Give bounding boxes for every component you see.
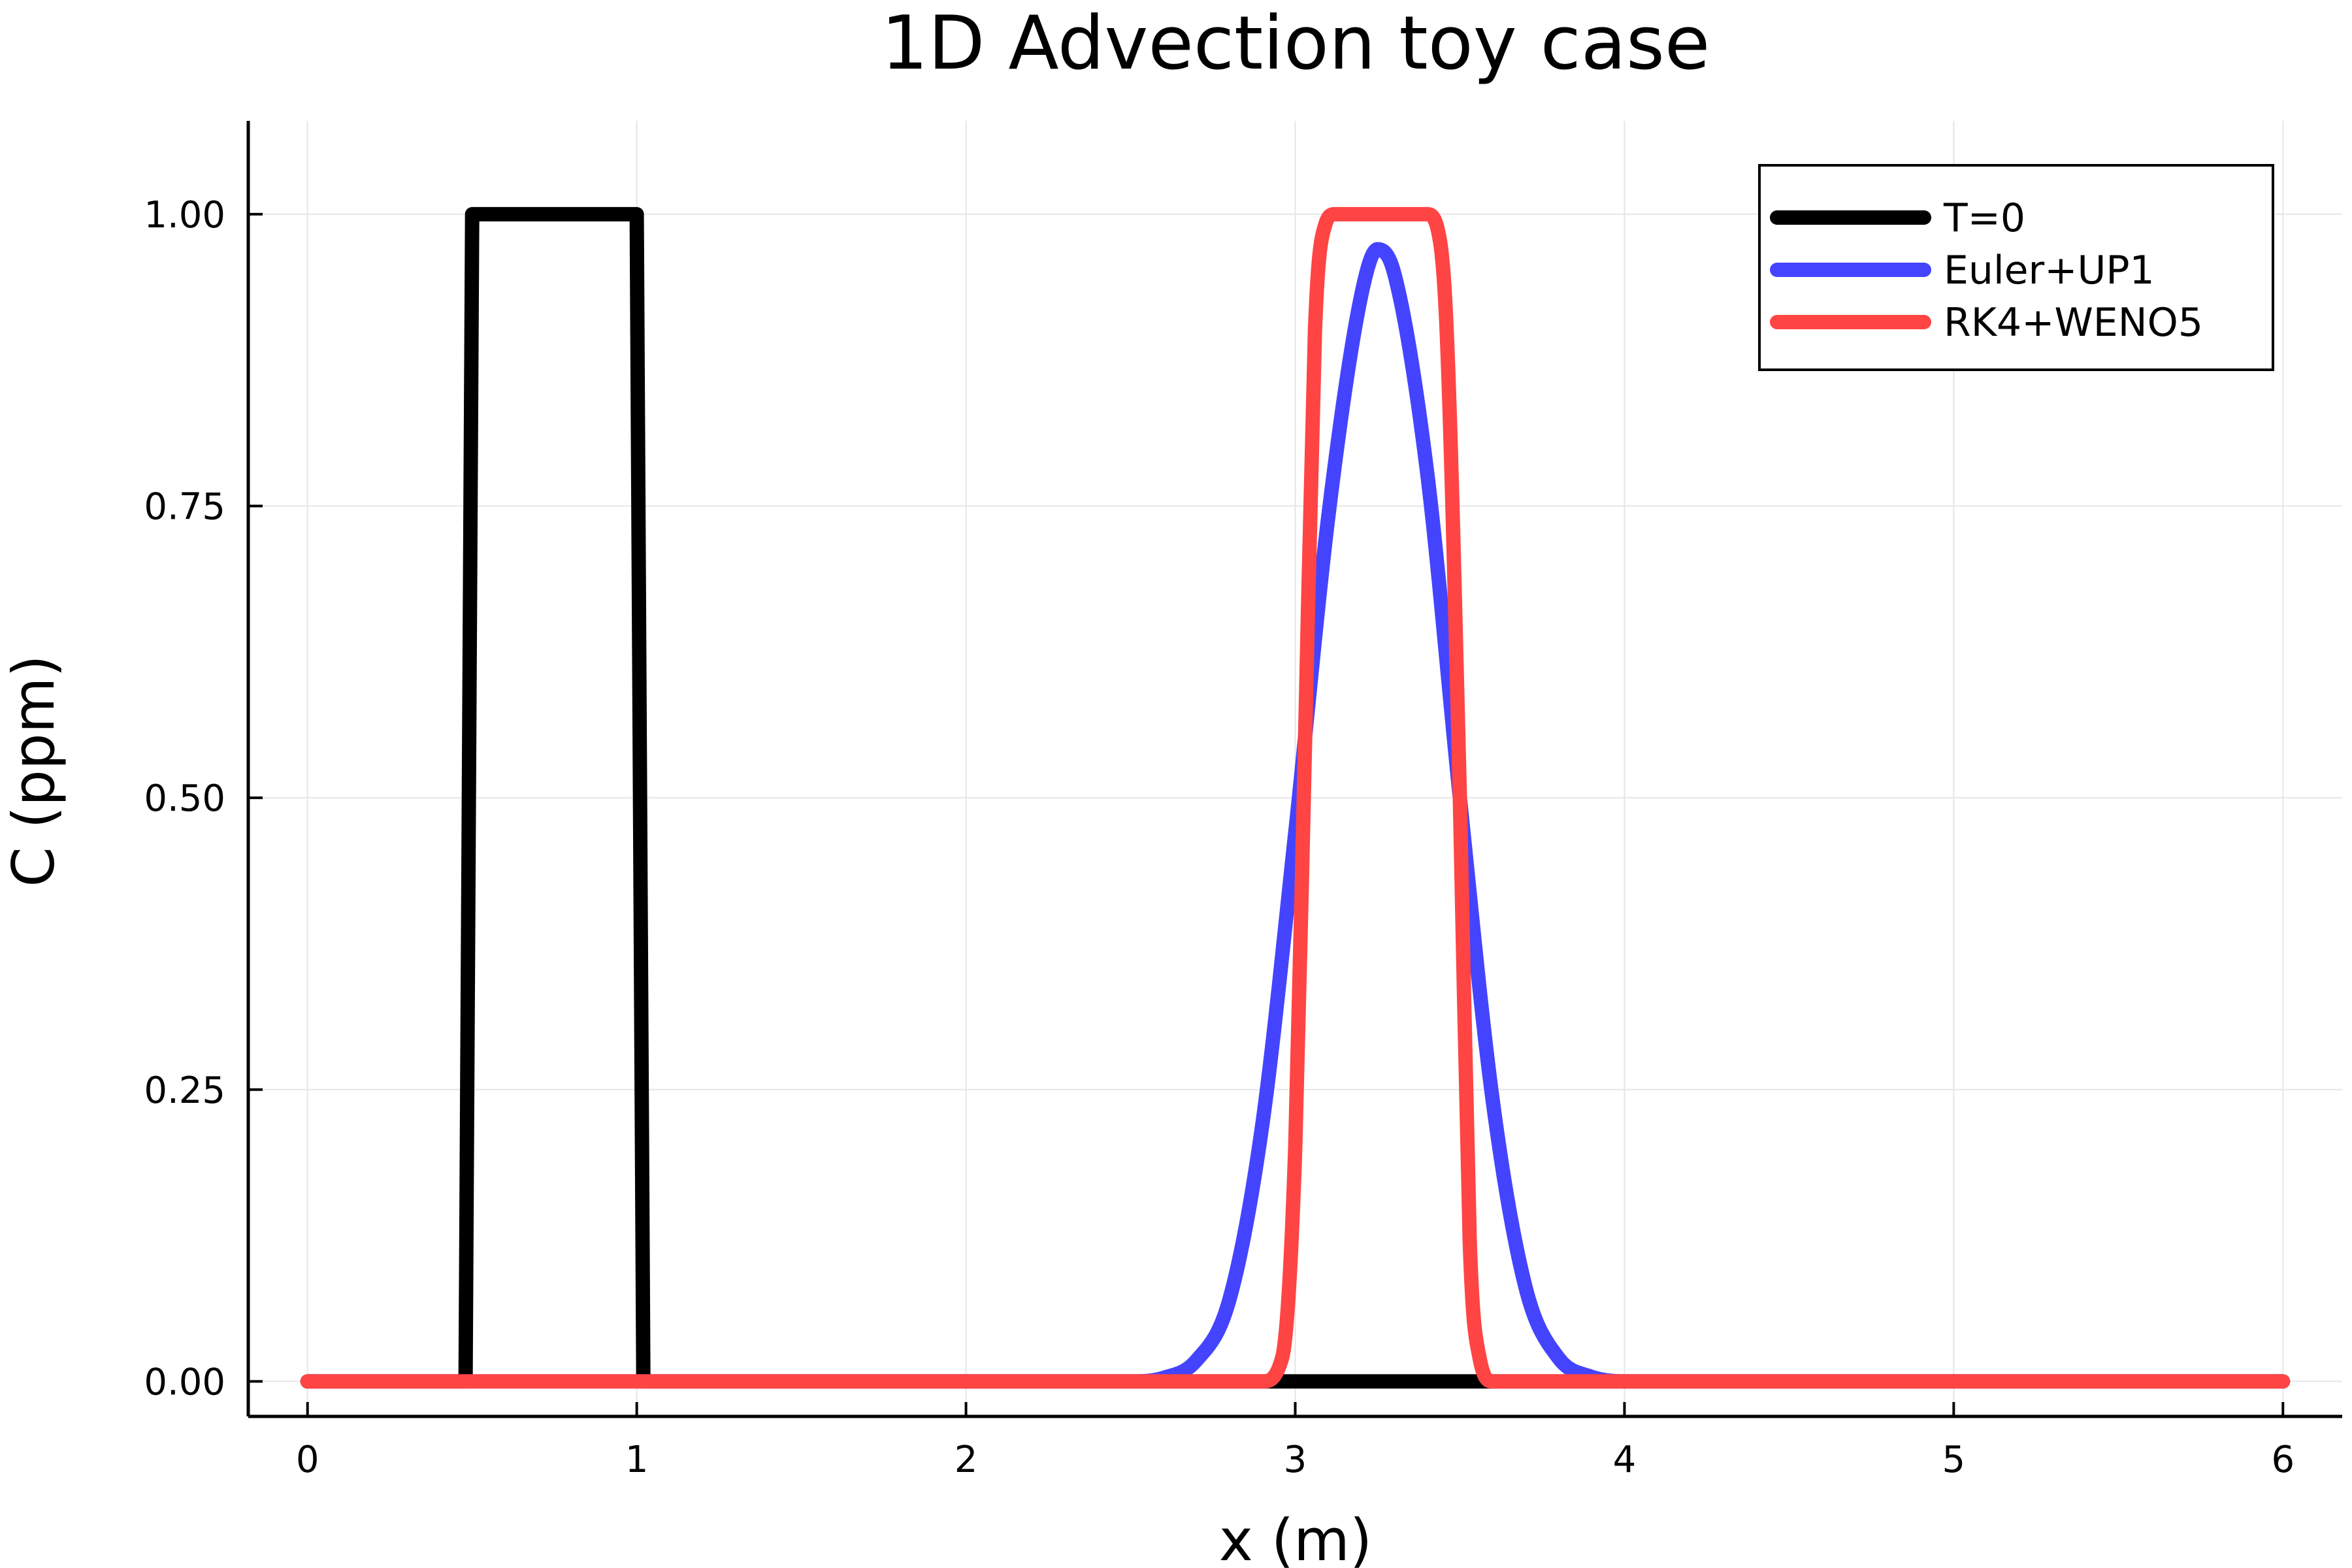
x-tick-label: 3 xyxy=(1284,1439,1307,1481)
x-tick-label: 6 xyxy=(2271,1439,2295,1481)
legend-label: Euler+UP1 xyxy=(1944,248,2155,293)
x-tick-label: 5 xyxy=(1942,1439,1966,1481)
x-tick-label: 4 xyxy=(1613,1439,1637,1481)
y-tick-label: 0.25 xyxy=(144,1070,225,1112)
y-axis-title: C (ppm) xyxy=(0,655,67,887)
y-tick-label: 0.75 xyxy=(144,486,225,529)
x-axis-ticks: 0 1 2 3 4 5 6 xyxy=(296,1402,2295,1481)
legend-label: T=0 xyxy=(1943,195,2025,241)
chart-title: 1D Advection toy case xyxy=(881,0,1710,86)
x-tick-label: 0 xyxy=(296,1439,319,1481)
x-tick-label: 1 xyxy=(625,1439,649,1481)
y-tick-label: 0.00 xyxy=(144,1361,225,1403)
y-tick-label: 1.00 xyxy=(144,194,225,237)
plot-series xyxy=(300,206,2291,1389)
x-axis-title: x (m) xyxy=(1219,1507,1372,1568)
y-tick-label: 0.50 xyxy=(144,777,225,820)
legend-label: RK4+WENO5 xyxy=(1944,300,2203,346)
series-line-rk4-weno5 xyxy=(300,206,2291,1389)
x-tick-label: 2 xyxy=(955,1439,978,1481)
legend: T=0 Euler+UP1 RK4+WENO5 xyxy=(1758,164,2274,371)
y-axis-ticks: 0.00 0.25 0.50 0.75 1.00 xyxy=(144,194,263,1403)
series-line-euler-up1 xyxy=(300,242,2291,1389)
